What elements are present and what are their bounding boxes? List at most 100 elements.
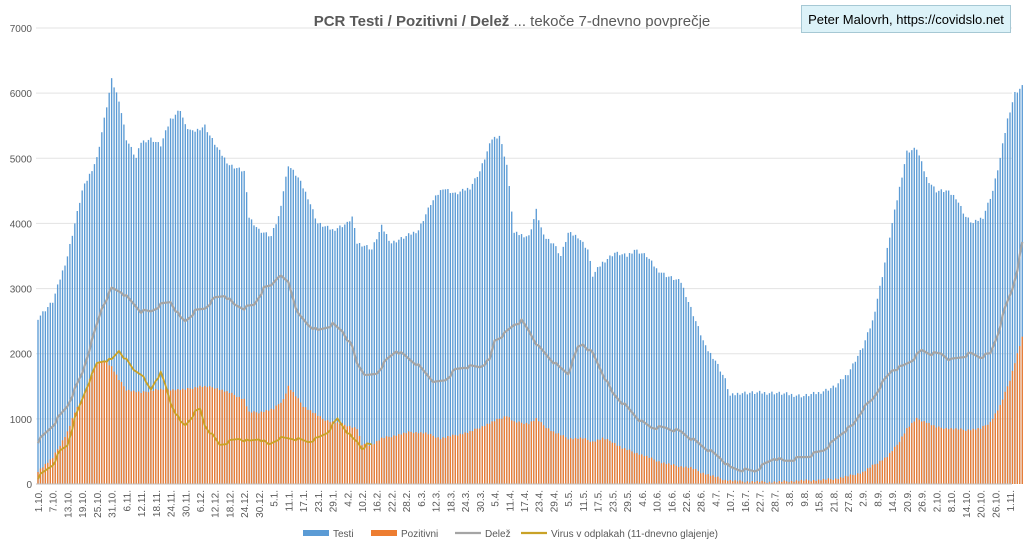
bar-pozitivni (658, 461, 660, 484)
bar-testi (258, 228, 260, 484)
x-tick-label: 29.5. (623, 490, 634, 512)
x-tick-label: 18.3. (446, 490, 457, 512)
bar-pozitivni (913, 421, 915, 484)
bar-pozitivni (798, 481, 800, 484)
bar-pozitivni (569, 438, 572, 484)
attribution-box: Peter Malovrh, https://covidslo.net (801, 5, 1011, 33)
bar-pozitivni (758, 482, 761, 484)
bar-pozitivni (196, 387, 199, 484)
bar-pozitivni (172, 389, 174, 484)
bar-testi (268, 236, 270, 484)
bar-pozitivni (253, 411, 255, 484)
bar-testi (650, 260, 653, 484)
bar-testi (228, 165, 231, 484)
bar-pozitivni (943, 429, 945, 484)
bar-pozitivni (695, 468, 697, 484)
bar-testi (702, 340, 704, 484)
bar-pozitivni (722, 480, 724, 484)
x-tick-label: 22.6. (682, 490, 693, 512)
bar-testi (768, 393, 771, 484)
bar-pozitivni (997, 410, 999, 484)
bar-testi (81, 190, 83, 484)
bar-testi (839, 379, 842, 484)
bar-testi (282, 191, 285, 484)
bar-pozitivni (471, 431, 474, 484)
bar-testi (135, 157, 137, 484)
bar-testi (739, 394, 741, 484)
bar-testi (508, 186, 510, 485)
bar-pozitivni (250, 412, 253, 484)
bar-pozitivni (812, 479, 815, 484)
bar-pozitivni (648, 457, 650, 484)
bar-testi (260, 232, 263, 484)
bar-testi (189, 129, 191, 485)
bar-pozitivni (211, 387, 213, 484)
bar-pozitivni (218, 390, 221, 484)
bar-pozitivni (49, 459, 51, 484)
bar-pozitivni (130, 391, 132, 484)
bar-pozitivni (488, 423, 491, 484)
bar-testi (805, 393, 807, 484)
bar-testi (538, 220, 540, 484)
bar-testi (457, 194, 459, 484)
bar-pozitivni (349, 425, 351, 484)
bar-pozitivni (901, 436, 903, 484)
bar-pozitivni (744, 482, 746, 484)
bar-testi (461, 188, 464, 484)
bar-testi (216, 147, 218, 484)
bar-pozitivni (550, 431, 552, 484)
bar-pozitivni (415, 432, 417, 484)
bar-pozitivni (457, 435, 459, 484)
bar-testi (314, 218, 317, 485)
bar-pozitivni (574, 437, 577, 484)
bar-pozitivni (182, 388, 184, 484)
bar-testi (628, 253, 631, 484)
bar-pozitivni (241, 399, 243, 484)
bar-pozitivni (717, 476, 719, 484)
x-tick-label: 12.12. (211, 490, 222, 518)
bar-pozitivni (339, 424, 341, 484)
bar-testi (155, 142, 157, 484)
bar-pozitivni (312, 412, 314, 484)
bar-pozitivni (496, 418, 498, 484)
bar-pozitivni (677, 467, 680, 484)
bar-pozitivni (582, 438, 584, 484)
bar-pozitivni (950, 428, 952, 484)
bar-pozitivni (621, 448, 623, 484)
bar-pozitivni (746, 481, 749, 484)
bar-testi (115, 92, 118, 485)
x-tick-label: 17.4. (520, 490, 531, 512)
x-tick-label: 5.5. (564, 490, 575, 507)
bar-pozitivni (189, 388, 191, 484)
bar-pozitivni (407, 431, 410, 484)
bar-pozitivni (326, 420, 329, 484)
bar-pozitivni (636, 452, 638, 484)
bar-pozitivni (1009, 380, 1011, 484)
bar-pozitivni (839, 477, 842, 484)
bar-pozitivni (820, 480, 822, 484)
bar-pozitivni (302, 406, 304, 484)
bar-testi (665, 277, 668, 484)
bar-pozitivni (513, 421, 515, 484)
bar-testi (245, 192, 248, 484)
bar-testi (842, 379, 844, 484)
bar-pozitivni (1006, 386, 1009, 484)
bar-pozitivni (515, 422, 518, 484)
bar-pozitivni (879, 460, 881, 484)
x-tick-label: 14.10. (962, 490, 973, 518)
bar-testi (466, 187, 469, 484)
bar-testi (191, 130, 194, 484)
bar-testi (727, 389, 729, 484)
bar-pozitivni (653, 459, 655, 484)
bar-testi (137, 148, 140, 484)
bar-pozitivni (223, 391, 226, 484)
x-tick-label: 29.4. (549, 490, 560, 512)
bar-testi (974, 219, 977, 484)
bar-pozitivni (592, 441, 594, 484)
bar-pozitivni (847, 476, 849, 484)
bar-testi (209, 135, 211, 485)
bar-testi (162, 138, 164, 484)
y-tick-label: 0 (26, 480, 32, 491)
bar-testi (371, 249, 373, 484)
bar-testi (997, 170, 999, 484)
